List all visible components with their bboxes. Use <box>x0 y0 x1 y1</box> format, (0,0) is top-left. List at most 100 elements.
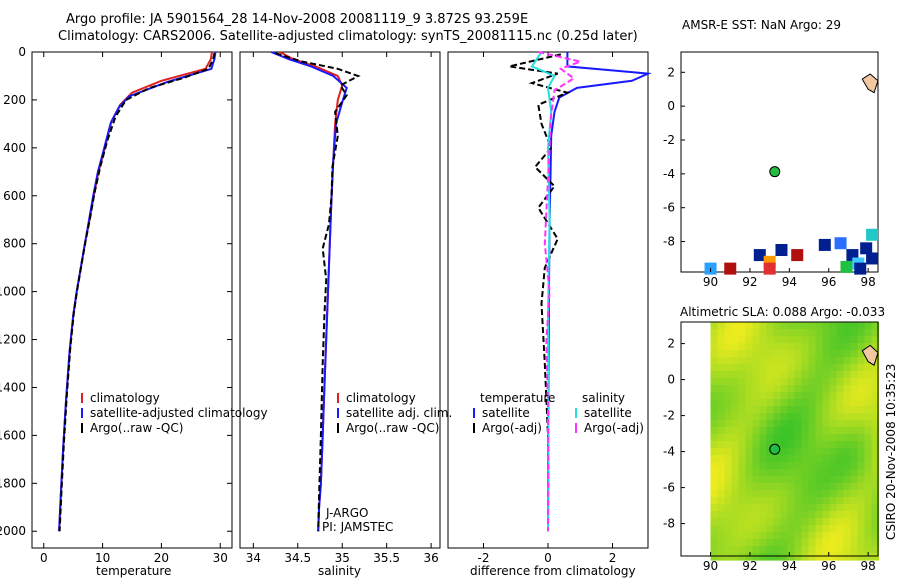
sla-cell <box>766 532 775 540</box>
sla-cell <box>815 476 824 484</box>
sla-cell <box>759 322 768 330</box>
sla-cell <box>717 553 726 561</box>
sla-cell <box>836 364 845 372</box>
amsre_sst_map-argo-marker <box>769 166 781 178</box>
sla-cell <box>836 357 845 365</box>
sla-cell <box>731 539 740 547</box>
sla-cell <box>794 469 803 477</box>
sla-cell <box>836 343 845 351</box>
sla-cell <box>801 462 810 470</box>
sla-cell <box>794 343 803 351</box>
sla-cell <box>794 525 803 533</box>
sla-cell <box>822 420 831 428</box>
sst-cell <box>866 252 879 265</box>
sla-cell <box>801 511 810 519</box>
sla-cell <box>731 420 740 428</box>
sla-cell <box>766 420 775 428</box>
sla-cell <box>752 441 761 449</box>
sla-cell <box>801 420 810 428</box>
sla-cell <box>787 427 796 435</box>
amsre_sst_map-ytick-label: -6 <box>663 201 675 215</box>
sla-cell <box>836 518 845 526</box>
sla-cell <box>829 476 838 484</box>
sla-cell <box>780 532 789 540</box>
sla-cell <box>857 553 866 561</box>
sla-cell <box>864 378 873 386</box>
temperature-axis-label: temperature <box>96 564 172 578</box>
sla-cell <box>857 385 866 393</box>
sla-cell <box>745 553 754 561</box>
sla-cell <box>871 322 880 330</box>
sla-cell <box>787 455 796 463</box>
sla-cell <box>794 322 803 330</box>
sla-cell <box>731 406 740 414</box>
sla-cell <box>752 532 761 540</box>
sla-cell <box>710 455 719 463</box>
sla-cell <box>738 497 747 505</box>
sla-cell <box>738 420 747 428</box>
sla-cell <box>822 448 831 456</box>
sla-cell <box>745 392 754 400</box>
sla-cell <box>801 497 810 505</box>
sla-cell <box>794 546 803 554</box>
amsre_sst_map-ytick-label: -2 <box>663 133 675 147</box>
sla-cell <box>822 462 831 470</box>
sla-cell <box>815 434 824 442</box>
sla-cell <box>766 518 775 526</box>
sla-cell <box>815 546 824 554</box>
sla-cell <box>836 336 845 344</box>
sla-cell <box>773 343 782 351</box>
sla-cell <box>745 497 754 505</box>
sla-cell <box>710 441 719 449</box>
sla-cell <box>745 539 754 547</box>
sst-cell <box>840 260 853 273</box>
sla-cell <box>738 378 747 386</box>
sla-cell <box>738 448 747 456</box>
sla-cell <box>738 490 747 498</box>
sla-cell <box>850 343 859 351</box>
sla-cell <box>801 343 810 351</box>
sla-cell <box>808 329 817 337</box>
sla-cell <box>808 350 817 358</box>
sla-cell <box>794 413 803 421</box>
sla-cell <box>752 497 761 505</box>
sla-cell <box>724 336 733 344</box>
sla-cell <box>731 364 740 372</box>
sla-cell <box>808 497 817 505</box>
sla-cell <box>773 511 782 519</box>
sla-cell <box>829 378 838 386</box>
sla-cell <box>808 385 817 393</box>
sla-cell <box>759 378 768 386</box>
sla-cell <box>738 504 747 512</box>
sla-cell <box>801 441 810 449</box>
sla-cell <box>815 504 824 512</box>
sla-cell <box>759 413 768 421</box>
sla-cell <box>773 413 782 421</box>
sla-cell <box>787 525 796 533</box>
sla-cell <box>822 322 831 330</box>
sla-cell <box>752 399 761 407</box>
sla-cell <box>829 413 838 421</box>
sla-cell <box>864 490 873 498</box>
sla-cell <box>738 434 747 442</box>
sla-cell <box>710 420 719 428</box>
sst-map-title: AMSR-E SST: NaN Argo: 29 <box>682 18 841 32</box>
sla-cell <box>745 448 754 456</box>
sla-cell <box>864 504 873 512</box>
sla-cell <box>780 322 789 330</box>
sla-cell <box>787 322 796 330</box>
amsre_sst_map-xtick-label: 98 <box>861 275 876 289</box>
sla-cell <box>745 406 754 414</box>
sla-cell <box>794 336 803 344</box>
sla-cell <box>850 441 859 449</box>
amsre_sst_map-xtick-label: 92 <box>742 275 757 289</box>
sla-cell <box>857 329 866 337</box>
sla-cell <box>843 483 852 491</box>
sla-cell <box>731 413 740 421</box>
sla-cell <box>752 504 761 512</box>
sla-cell <box>745 462 754 470</box>
amsre_sst_map-ytick-label: 0 <box>667 99 675 113</box>
sla-cell <box>766 525 775 533</box>
sla-cell <box>829 469 838 477</box>
sla-cell <box>710 448 719 456</box>
